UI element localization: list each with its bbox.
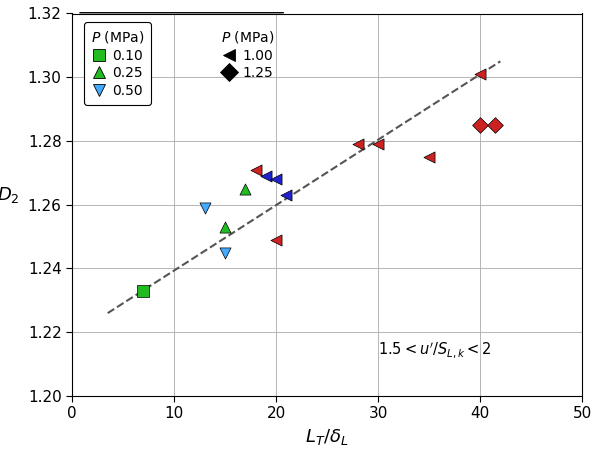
- Point: [251, 166, 260, 173]
- Y-axis label: $D_2$: $D_2$: [0, 185, 20, 205]
- Point: [475, 71, 485, 78]
- Point: [353, 140, 362, 148]
- Point: [139, 287, 148, 294]
- Point: [271, 176, 281, 183]
- Point: [220, 224, 230, 231]
- Point: [491, 122, 500, 129]
- Point: [373, 140, 383, 148]
- Point: [281, 192, 291, 199]
- Point: [200, 204, 209, 212]
- Text: $1.5 < u'/S_{L,k} < 2$: $1.5 < u'/S_{L,k} < 2$: [378, 340, 492, 360]
- Point: [241, 185, 250, 193]
- Point: [220, 249, 230, 256]
- Point: [424, 153, 434, 161]
- Point: [261, 172, 271, 180]
- Legend: 1.00, 1.25: 1.00, 1.25: [214, 22, 281, 87]
- Point: [475, 122, 485, 129]
- Point: [271, 236, 281, 243]
- X-axis label: $L_T/\delta_L$: $L_T/\delta_L$: [305, 427, 349, 447]
